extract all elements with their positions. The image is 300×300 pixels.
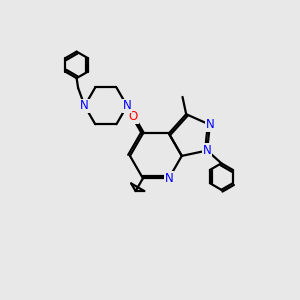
Text: N: N [123,99,131,112]
Text: N: N [164,172,173,185]
Text: N: N [80,99,89,112]
Text: O: O [129,110,138,123]
Text: N: N [206,118,214,131]
Text: N: N [203,144,212,157]
